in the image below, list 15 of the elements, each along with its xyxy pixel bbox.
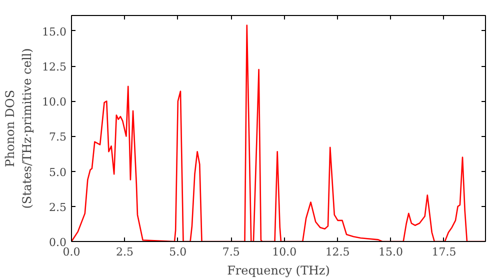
x-tick-label: 5.0 — [169, 246, 187, 258]
y-axis-title: Phonon DOS (States/THz·primitive cell) — [3, 48, 34, 209]
x-tick-label: 10.0 — [272, 246, 297, 258]
y-tick-label: 15.0 — [42, 25, 67, 38]
x-tick-label: 12.5 — [325, 246, 350, 258]
x-axis-title: Frequency (THz) — [227, 264, 330, 278]
y-tick-label: 5.0 — [49, 166, 67, 179]
y-tick-label: 12.5 — [42, 60, 67, 74]
y-tick-label: 2.5 — [49, 200, 67, 214]
x-tick-label: 2.5 — [116, 246, 134, 258]
x-tick-label: 7.5 — [222, 246, 240, 258]
y-tick-label: 10.0 — [42, 96, 67, 109]
x-tick-label: 17.5 — [432, 246, 456, 258]
y-tick-label: 7.5 — [49, 130, 67, 144]
x-tick-label: 15.0 — [378, 246, 404, 258]
